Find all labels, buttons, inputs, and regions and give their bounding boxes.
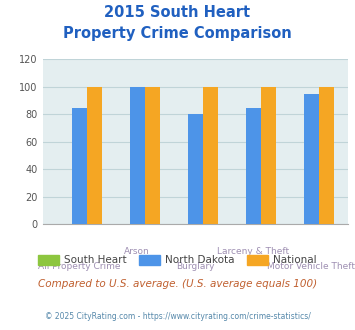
- Legend: South Heart, North Dakota, National: South Heart, North Dakota, National: [34, 251, 321, 270]
- Bar: [203, 87, 218, 224]
- Bar: [72, 108, 87, 224]
- Text: Larceny & Theft: Larceny & Theft: [217, 247, 289, 256]
- Bar: [145, 87, 160, 224]
- Bar: [246, 108, 261, 224]
- Bar: [319, 87, 334, 224]
- Bar: [304, 94, 319, 224]
- Text: 2015 South Heart: 2015 South Heart: [104, 5, 251, 20]
- Text: All Property Crime: All Property Crime: [38, 262, 120, 271]
- Text: © 2025 CityRating.com - https://www.cityrating.com/crime-statistics/: © 2025 CityRating.com - https://www.city…: [45, 312, 310, 321]
- Text: Motor Vehicle Theft: Motor Vehicle Theft: [267, 262, 355, 271]
- Text: Burglary: Burglary: [176, 262, 214, 271]
- Bar: [87, 87, 102, 224]
- Text: Compared to U.S. average. (U.S. average equals 100): Compared to U.S. average. (U.S. average …: [38, 279, 317, 289]
- Text: Arson: Arson: [124, 247, 150, 256]
- Bar: [188, 115, 203, 224]
- Bar: [130, 87, 145, 224]
- Text: Property Crime Comparison: Property Crime Comparison: [63, 26, 292, 41]
- Bar: [261, 87, 276, 224]
